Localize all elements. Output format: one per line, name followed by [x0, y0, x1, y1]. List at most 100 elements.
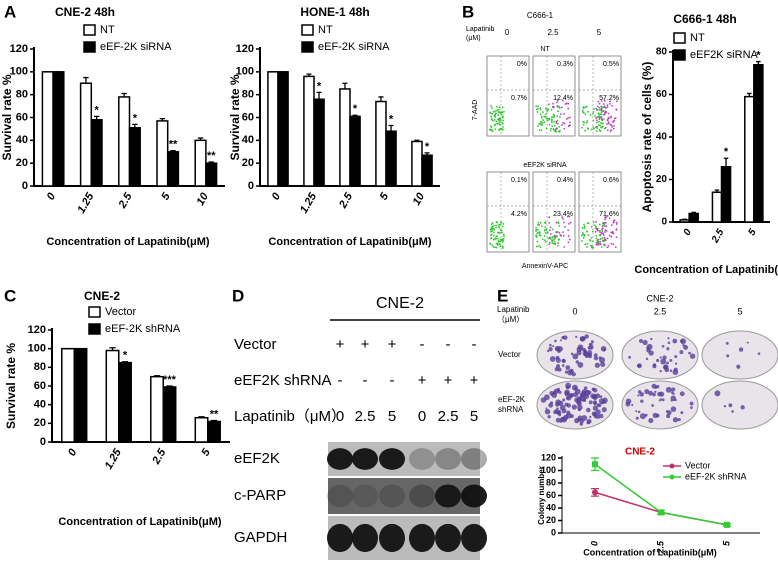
panel-letter: B: [462, 2, 474, 21]
flow-dot: [595, 227, 598, 230]
y-tick-label: 100: [236, 66, 254, 78]
x-tick-label: 5: [721, 540, 731, 546]
flow-dot: [603, 225, 606, 228]
flow-dot: [604, 111, 607, 113]
legend-label: eEF2K siRNA: [690, 49, 759, 61]
flow-dot: [606, 129, 609, 132]
colony-dose: 0: [572, 306, 577, 316]
error-bar: [714, 189, 720, 193]
colony-dot: [587, 353, 593, 359]
colony-dot: [566, 395, 572, 401]
blot-band: [409, 523, 435, 553]
flow-dot: [557, 110, 559, 113]
bar: [744, 95, 755, 223]
flow-dot: [552, 116, 555, 118]
flow-dot: [599, 233, 602, 236]
colony-dot: [660, 358, 667, 365]
y-tick-label: 20: [546, 515, 556, 525]
flow-dot: [540, 115, 543, 118]
colony-dot: [645, 357, 649, 361]
flow-dot: [610, 235, 613, 238]
blot-band: [327, 484, 353, 508]
y-tick-label: 20: [656, 174, 668, 185]
y-tick-label: 120: [10, 43, 28, 55]
dish: [701, 380, 778, 430]
colony-dot: [565, 385, 570, 390]
flow-dot: [603, 244, 606, 247]
colony-row-label: Vector: [498, 350, 521, 359]
flow-dot: [590, 128, 593, 131]
flow-dot: [497, 231, 500, 234]
flow-dot: [498, 111, 501, 114]
blot-band-label: c-PARP: [234, 487, 286, 504]
flow-frame: [486, 171, 530, 253]
flow-dot: [501, 128, 504, 131]
colony-dot: [580, 394, 583, 397]
flow-dot: [598, 229, 601, 232]
colony-dot: [656, 358, 660, 363]
legend-label: eEF-2K shRNA: [685, 471, 747, 481]
flow-dot: [615, 221, 618, 224]
flow-dot: [501, 231, 503, 234]
flow-dot: [555, 101, 558, 104]
flow-dot: [597, 100, 600, 103]
bar: [385, 130, 397, 187]
colony-dot: [598, 356, 602, 360]
blot-band: [379, 484, 405, 508]
colony-dot: [595, 409, 601, 415]
blot-band: [435, 448, 461, 470]
flow-dot: [539, 221, 542, 224]
flow-dot: [555, 221, 558, 224]
flow-dot: [543, 239, 546, 242]
colony-dot: [672, 369, 679, 375]
flow-dot: [595, 237, 598, 240]
bar: [61, 347, 76, 443]
flow-dot: [596, 239, 599, 242]
colony-dot: [600, 361, 606, 368]
colony-dot: [655, 413, 660, 418]
y-tick-label: 60: [34, 380, 46, 392]
colony-dot: [731, 410, 734, 413]
colony-dot: [588, 400, 593, 405]
flow-dot: [497, 239, 500, 242]
flow-dot: [595, 235, 598, 237]
colony-dot: [593, 353, 598, 358]
flow-dot: [600, 100, 603, 102]
error-bar: [208, 161, 214, 164]
flow-dot: [599, 231, 601, 234]
flow-plot: [578, 55, 622, 137]
flow-dot: [567, 102, 570, 105]
flow-dot: [556, 105, 559, 107]
colony-dot: [549, 401, 554, 405]
flow-dot: [561, 123, 563, 126]
colony-dot: [599, 395, 603, 398]
legend-swatch: [673, 32, 686, 44]
flow-dot: [595, 220, 597, 223]
colony-dot: [757, 352, 761, 356]
legend-label: NT: [690, 32, 705, 44]
flow-dot: [582, 111, 584, 113]
bar: [194, 139, 207, 187]
flow-dot: [556, 115, 559, 118]
blot-row-label: Vector: [234, 336, 277, 353]
colony-dot: [593, 388, 598, 393]
colony-dot: [648, 390, 654, 396]
flow-dot: [601, 230, 604, 233]
flow-dot: [559, 113, 562, 116]
flow-dot: [599, 116, 602, 119]
flow-dot: [499, 119, 502, 122]
flow-dot: [592, 112, 594, 115]
flow-x-axis: AnnexinV-APC: [522, 263, 568, 270]
flow-dot: [553, 124, 556, 127]
y-tick-label: 0: [40, 436, 46, 448]
flow-dot: [503, 110, 505, 113]
flow-dot: [491, 230, 494, 232]
colony-dot: [572, 392, 579, 398]
colony-dot: [549, 343, 552, 347]
flow-dot: [606, 119, 609, 121]
colony-dot: [725, 341, 729, 345]
flow-gate: [533, 172, 575, 252]
flow-dot: [567, 229, 570, 232]
flow-dot: [549, 226, 552, 229]
flow-frame: [486, 55, 530, 137]
